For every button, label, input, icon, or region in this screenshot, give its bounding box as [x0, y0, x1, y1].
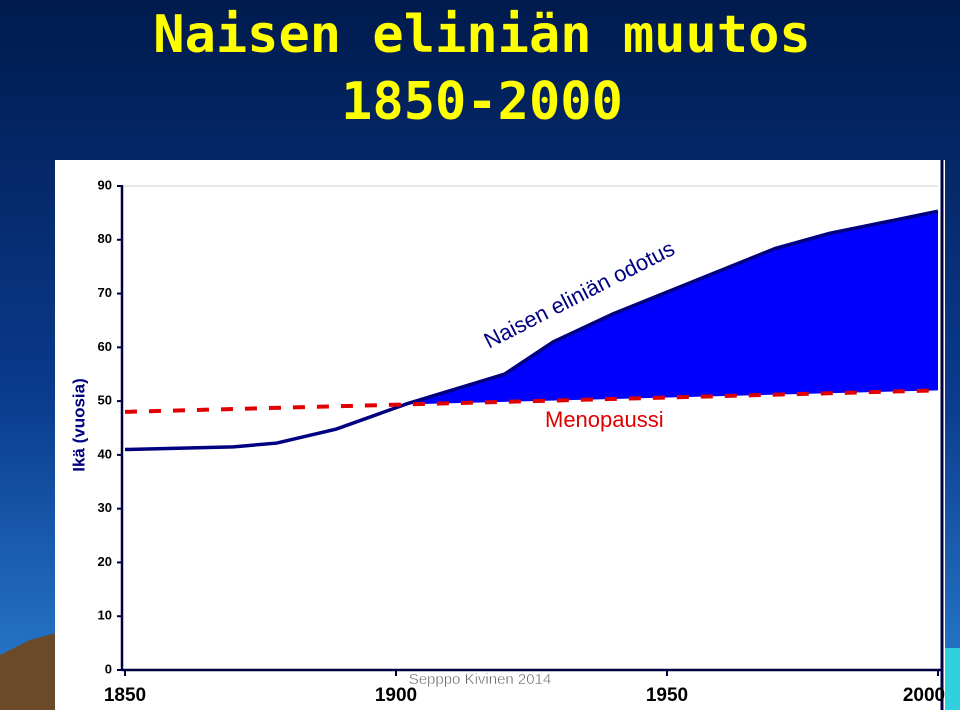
- y-tick-label: 30: [98, 500, 112, 515]
- x-tick-label: 1850: [104, 685, 146, 706]
- y-tick-label: 10: [98, 608, 112, 623]
- y-tick-label: 20: [98, 554, 112, 569]
- y-tick-label: 90: [98, 177, 112, 192]
- x-tick-label: 1950: [646, 685, 688, 706]
- y-axis-label: Ikä (vuosia): [69, 378, 88, 472]
- y-tick-label: 0: [105, 661, 112, 676]
- series-annotation: Menopaussi: [545, 407, 664, 432]
- credit: Sepppo Kivinen 2014: [409, 671, 552, 688]
- data-line: [124, 209, 939, 452]
- y-tick-label: 40: [98, 446, 112, 461]
- gap-area: [406, 211, 939, 405]
- landscape: [0, 632, 60, 710]
- x-tick-label: 1900: [375, 685, 417, 706]
- y-tick-label: 70: [98, 285, 112, 300]
- chart-title: Naisen eliniän muutos: [153, 5, 810, 65]
- y-tick-label: 60: [98, 339, 112, 354]
- decor: [945, 648, 960, 710]
- menopause-line: [124, 388, 939, 414]
- x-tick-label: 2000: [903, 685, 945, 706]
- y-tick-label: 80: [98, 231, 112, 246]
- y-tick-label: 50: [98, 393, 112, 408]
- chart-subtitle: 1850-2000: [341, 72, 623, 132]
